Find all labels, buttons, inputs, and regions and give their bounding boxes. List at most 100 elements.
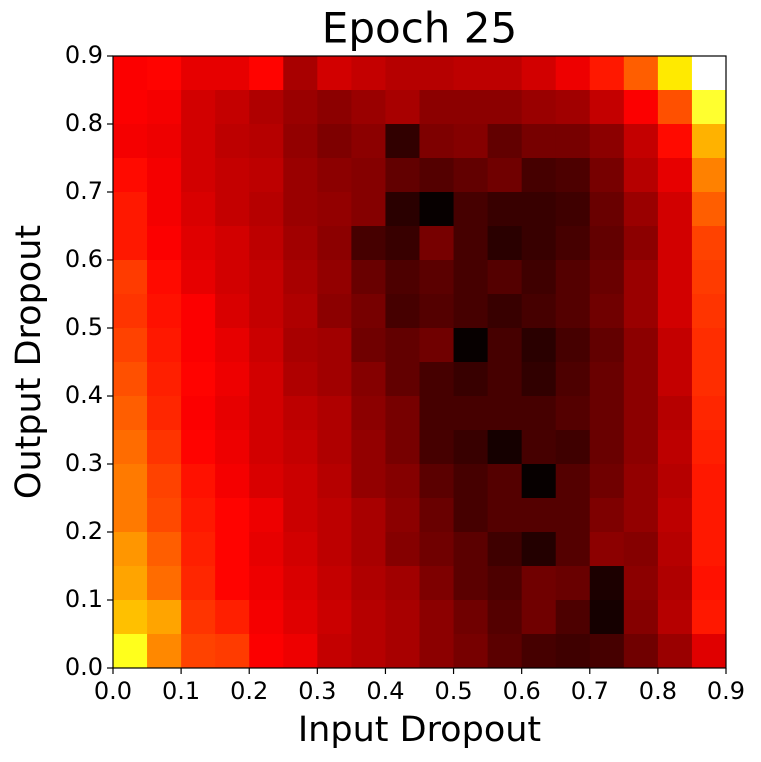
heatmap-cell	[283, 90, 318, 125]
heatmap-cell	[453, 532, 489, 567]
heatmap-cell	[657, 294, 693, 329]
heatmap-cell	[113, 634, 148, 669]
heatmap-cell	[453, 192, 489, 227]
heatmap-cell	[419, 158, 455, 193]
heatmap-cell	[691, 634, 727, 669]
heatmap-cell	[453, 430, 489, 465]
heatmap-cell	[385, 226, 420, 261]
heatmap-cell	[215, 600, 250, 635]
heatmap-cell	[147, 90, 182, 125]
heatmap-cell	[283, 362, 318, 397]
heatmap-cell	[385, 498, 420, 533]
heatmap-cell	[283, 498, 318, 533]
x-tick-label: 0.7	[571, 677, 609, 705]
heatmap-cell	[623, 56, 659, 91]
heatmap-cell	[351, 260, 386, 295]
heatmap-cell	[589, 294, 625, 329]
heatmap-cell	[657, 396, 693, 431]
heatmap-cell	[521, 634, 557, 669]
heatmap-cell	[555, 90, 591, 125]
heatmap-cell	[623, 430, 659, 465]
heatmap-cell	[691, 498, 727, 533]
heatmap-cell	[419, 430, 455, 465]
heatmap-cell	[623, 600, 659, 635]
heatmap-cell	[657, 634, 693, 669]
heatmap-cell	[589, 532, 625, 567]
heatmap-cell	[317, 600, 352, 635]
heatmap-cell	[623, 498, 659, 533]
heatmap-cell	[317, 532, 352, 567]
heatmap-cell	[317, 328, 352, 363]
heatmap-cell	[521, 532, 557, 567]
x-tick-label: 0.3	[298, 677, 336, 705]
y-tick-label: 0.1	[65, 585, 103, 613]
heatmap-cell	[215, 532, 250, 567]
heatmap-cell	[113, 464, 148, 499]
heatmap-cell	[283, 430, 318, 465]
heatmap-cell	[385, 192, 420, 227]
heatmap-cell	[215, 328, 250, 363]
heatmap-cell	[181, 362, 216, 397]
heatmap-cell	[691, 566, 727, 601]
heatmap-cell	[317, 56, 352, 91]
heatmap-cell	[215, 430, 250, 465]
heatmap-cell	[589, 634, 625, 669]
heatmap-cell	[147, 532, 182, 567]
heatmap-cell	[215, 464, 250, 499]
heatmap-cell	[453, 158, 489, 193]
heatmap-cell	[453, 566, 489, 601]
heatmap-cell	[147, 430, 182, 465]
heatmap-cell	[113, 532, 148, 567]
heatmap-cell	[317, 226, 352, 261]
heatmap-cell	[487, 464, 523, 499]
heatmap-cell	[249, 56, 284, 91]
heatmap-cell	[691, 600, 727, 635]
heatmap-cell	[453, 124, 489, 159]
x-tick-label: 0.0	[94, 677, 132, 705]
heatmap-cell	[317, 498, 352, 533]
heatmap-cell	[657, 90, 693, 125]
heatmap-cell	[215, 498, 250, 533]
heatmap-cell	[623, 532, 659, 567]
heatmap-cell	[691, 192, 727, 227]
heatmap-cell	[283, 158, 318, 193]
heatmap-cell	[453, 634, 489, 669]
y-tick-label: 0.6	[65, 245, 103, 273]
heatmap-cell	[623, 464, 659, 499]
heatmap-cell	[691, 158, 727, 193]
heatmap-cell	[521, 192, 557, 227]
heatmap-cell	[691, 260, 727, 295]
heatmap-cell	[351, 430, 386, 465]
heatmap-cell	[385, 634, 420, 669]
heatmap-cell	[691, 124, 727, 159]
heatmap-cell	[657, 532, 693, 567]
heatmap-cell	[181, 464, 216, 499]
heatmap-cell	[691, 532, 727, 567]
heatmap-cell	[385, 430, 420, 465]
heatmap-cell	[113, 396, 148, 431]
heatmap-cell	[487, 328, 523, 363]
heatmap-cell	[113, 600, 148, 635]
heatmap-cell	[657, 566, 693, 601]
heatmap-cell	[317, 634, 352, 669]
heatmap-cell	[691, 464, 727, 499]
heatmap-cell	[589, 260, 625, 295]
heatmap-cell	[555, 124, 591, 159]
x-tick-label: 0.4	[366, 677, 404, 705]
heatmap-cell	[147, 396, 182, 431]
x-tick-label: 0.8	[639, 677, 677, 705]
heatmap-cell	[657, 260, 693, 295]
heatmap-cell	[487, 90, 523, 125]
heatmap-cell	[317, 124, 352, 159]
heatmap-cell	[555, 192, 591, 227]
heatmap-cell	[657, 464, 693, 499]
heatmap-cell	[623, 634, 659, 669]
heatmap-cell	[521, 294, 557, 329]
heatmap-cell	[181, 634, 216, 669]
heatmap-cell	[623, 260, 659, 295]
heatmap-cell	[147, 464, 182, 499]
heatmap-cell	[555, 396, 591, 431]
heatmap-cell	[385, 260, 420, 295]
heatmap-cell	[113, 124, 148, 159]
heatmap-cell	[555, 226, 591, 261]
